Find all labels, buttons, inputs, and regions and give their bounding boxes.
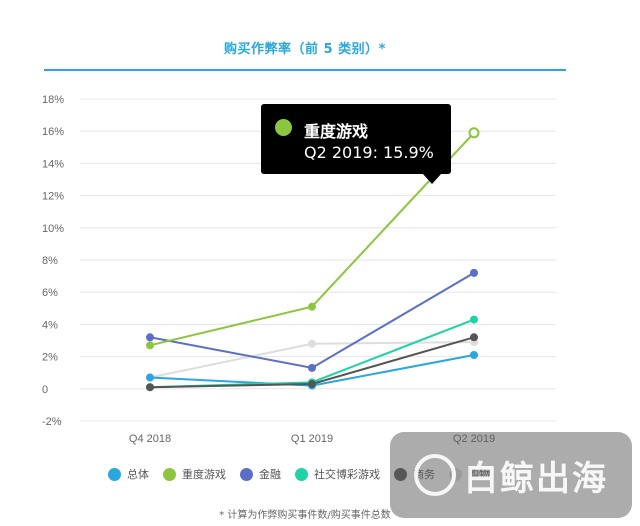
y-tick-label: 16% [42,126,64,138]
legend-marker [163,467,176,481]
y-tick-label: 12% [42,191,64,203]
tooltip-value: Q2 2019: 15.9% [304,143,434,162]
data-point [308,379,316,388]
series-line [149,318,475,389]
y-tick-label: -2% [42,416,62,428]
legend-label: 社交博彩游戏 [314,468,380,481]
y-tick-label: 2% [42,352,58,364]
legend-item[interactable]: 金融 [240,466,281,482]
series-line [149,272,475,369]
data-point [146,373,154,382]
y-tick-label: 18% [42,94,64,106]
y-tick-label: 10% [42,223,64,235]
legend-label: 重度游戏 [182,468,226,481]
tooltip: 重度游戏 Q2 2019: 15.9% [261,104,451,184]
legend-label: 总体 [127,468,149,481]
legend-marker [108,467,121,481]
y-tick-label: 4% [42,319,58,331]
data-point [146,341,154,350]
data-point [470,315,478,324]
data-point [470,268,478,277]
whale-logo-icon [414,454,456,496]
legend-marker [295,467,308,481]
y-tick-label: 8% [42,255,58,267]
y-tick-label: 14% [42,158,64,170]
x-tick-label: Q4 2018 [129,433,171,445]
data-point-highlighted [468,127,480,139]
tooltip-series-name: 重度游戏 [304,122,369,141]
data-point [146,333,154,342]
footnote: * 计算为作弊购买事件数/购买事件总数 [219,510,391,521]
data-point [146,383,154,392]
chart-title-wrap: 购买作弊率（前 5 类别）* [44,38,566,57]
data-point [470,350,478,359]
y-tick-label: 0 [42,384,48,396]
chart-title: 购买作弊率（前 5 类别）* [224,42,386,57]
y-tick-label: 6% [42,287,58,299]
legend-marker [240,467,253,481]
x-tick-label: Q1 2019 [291,433,333,445]
legend-label: 金融 [259,468,281,481]
watermark: 白鲸出海 [390,432,632,518]
tooltip-series-dot [275,119,292,136]
legend-item[interactable]: 重度游戏 [163,466,226,482]
legend-item[interactable]: 社交博彩游戏 [295,466,380,482]
data-point [470,333,478,342]
legend-item[interactable]: 总体 [108,466,149,482]
data-point [308,302,316,311]
title-divider [44,69,566,71]
watermark-text: 白鲸出海 [464,458,608,499]
data-point [308,363,316,372]
data-point [308,339,316,348]
